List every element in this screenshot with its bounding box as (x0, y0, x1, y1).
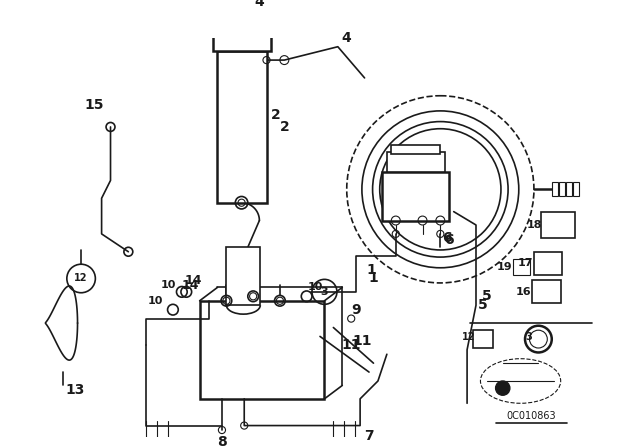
Bar (513, 259, 531, 275)
Bar (534, 252, 563, 275)
Text: 12: 12 (462, 332, 476, 342)
Text: 6: 6 (442, 231, 451, 246)
Text: 9: 9 (351, 303, 360, 317)
Bar (213, 25, 271, 51)
Text: 14: 14 (182, 279, 200, 292)
Text: 16: 16 (515, 287, 531, 297)
Circle shape (495, 381, 510, 395)
Bar (387, 152, 445, 172)
Text: 6: 6 (444, 233, 454, 247)
Text: 1: 1 (367, 263, 376, 276)
Bar (391, 145, 440, 154)
Bar (200, 301, 324, 399)
Text: 12: 12 (74, 273, 88, 284)
Text: 0C010863: 0C010863 (506, 411, 556, 421)
Bar (541, 211, 575, 238)
Text: 8: 8 (217, 435, 227, 448)
Text: 14: 14 (185, 274, 202, 287)
Text: 4: 4 (342, 31, 351, 45)
Text: 19: 19 (497, 262, 513, 272)
Bar (382, 172, 449, 220)
Text: 2: 2 (271, 108, 280, 122)
Text: 11: 11 (352, 334, 372, 348)
Bar (573, 182, 579, 197)
Text: 4: 4 (255, 0, 264, 9)
Bar (227, 247, 260, 305)
Bar (559, 182, 565, 197)
Text: 10: 10 (147, 296, 163, 306)
Text: 10: 10 (308, 282, 323, 293)
Bar (474, 330, 493, 348)
Bar (552, 182, 558, 197)
Text: 7: 7 (364, 429, 374, 443)
Bar (566, 182, 572, 197)
Bar (218, 51, 266, 202)
Text: 11: 11 (342, 338, 361, 352)
Text: 10: 10 (161, 280, 176, 290)
Bar (220, 14, 265, 26)
Text: 5: 5 (482, 289, 492, 303)
Text: 2: 2 (280, 120, 289, 134)
Ellipse shape (481, 359, 561, 403)
Text: 5: 5 (478, 298, 488, 312)
Text: 3: 3 (525, 332, 532, 342)
Text: 18: 18 (526, 220, 541, 230)
Text: 3: 3 (321, 287, 328, 297)
Text: 15: 15 (84, 98, 104, 112)
Text: 17: 17 (517, 258, 532, 268)
Text: 1: 1 (369, 271, 378, 285)
Bar (532, 280, 561, 303)
Text: 13: 13 (65, 383, 84, 397)
